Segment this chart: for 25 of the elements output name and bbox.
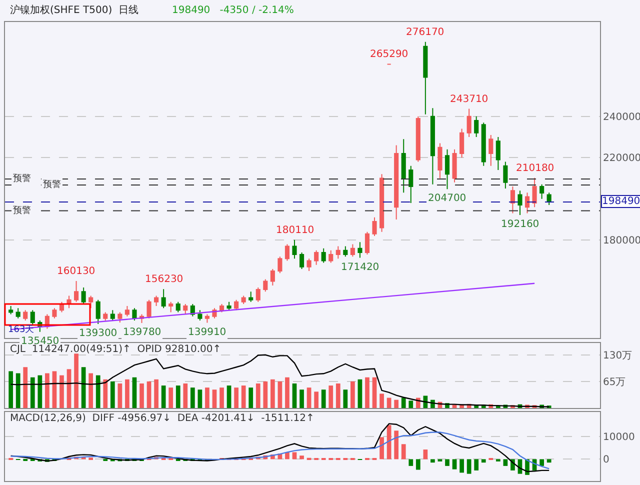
y-tick-label: 65万: [603, 376, 626, 388]
annotation: 171420: [341, 262, 380, 273]
annotation: 192160: [501, 219, 540, 230]
y-tick-label: 10000: [603, 432, 635, 444]
chart-title: CJL 114247.00(49:51)↑ OPID 92810.00↑: [10, 344, 222, 355]
ref-line-label: 预警: [43, 179, 61, 190]
annotation: 139300: [79, 328, 118, 339]
chart-title: 沪镍加权(SHFE T500) 日线: [10, 4, 138, 16]
annotation: 210180: [516, 163, 554, 174]
chart-title: MACD(12,26,9) DIFF -4956.97↓ DEA -4201.41↓ -1511.12↑: [10, 413, 314, 424]
chart-subtitle: 198490 -4350 / -2.14%: [172, 5, 294, 16]
annotation: 160130: [57, 266, 96, 277]
y-tick-label: 130万: [603, 350, 632, 362]
annotation: 139780: [123, 327, 162, 338]
annotation: 265290: [370, 49, 408, 60]
annotation: 180110: [276, 225, 314, 236]
annotation: 276170: [406, 27, 444, 38]
ref-line-label: 预警: [13, 205, 31, 216]
ref-line-label: 预警: [13, 173, 31, 184]
annotation: 156230: [145, 274, 184, 285]
ref-line-label: 198490: [602, 196, 640, 207]
annotation: 243710: [450, 94, 488, 105]
annotation: 204700: [428, 193, 466, 204]
y-tick-label: 0: [603, 454, 610, 466]
annotation: 139910: [188, 327, 226, 338]
